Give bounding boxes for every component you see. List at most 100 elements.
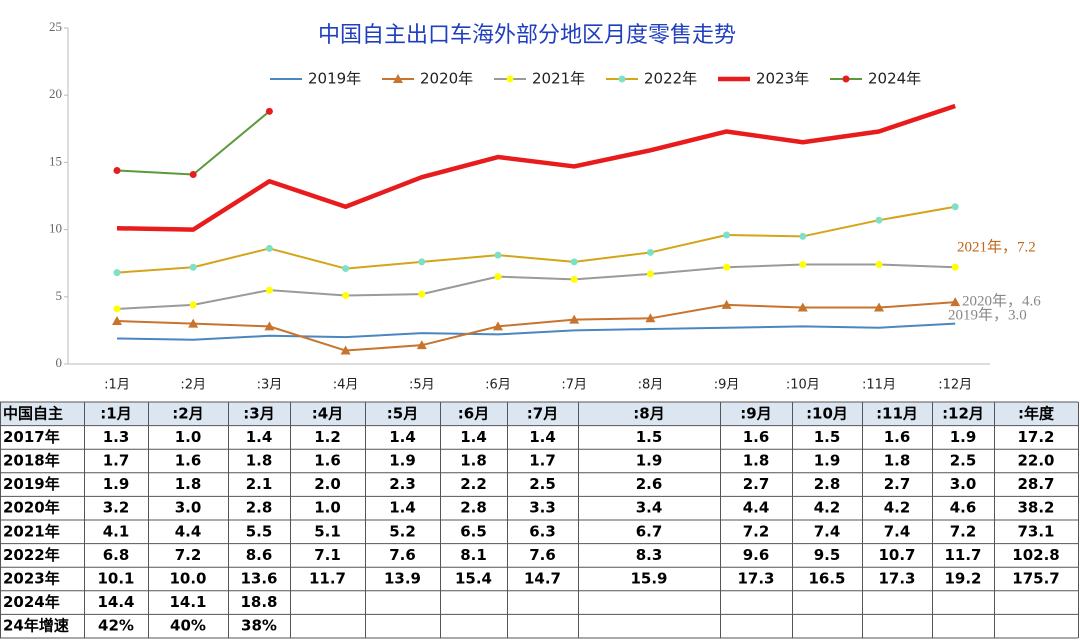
table-cell: 5.5 bbox=[246, 522, 273, 540]
table-cell: 2.5 bbox=[950, 452, 977, 470]
table-header: :7月 bbox=[527, 404, 558, 422]
x-tick-label: :4月 bbox=[333, 378, 359, 393]
table-cell: 24年增速 bbox=[3, 617, 69, 635]
point bbox=[418, 258, 426, 266]
table-header: :年度 bbox=[1018, 404, 1055, 422]
point bbox=[721, 299, 732, 309]
table-header: :1月 bbox=[100, 404, 131, 422]
table-cell: 1.7 bbox=[529, 452, 556, 470]
table-cell: 10.0 bbox=[169, 570, 206, 588]
table-cell: 42% bbox=[98, 617, 134, 635]
point bbox=[416, 340, 427, 350]
legend-marker bbox=[618, 75, 626, 83]
legend-marker bbox=[506, 75, 514, 83]
point bbox=[113, 305, 121, 313]
table-cell: 3.2 bbox=[103, 499, 130, 517]
point bbox=[723, 231, 731, 239]
table-cell: 2021年 bbox=[3, 522, 60, 540]
table-cell: 1.4 bbox=[389, 428, 416, 446]
table-cell: 1.8 bbox=[743, 452, 770, 470]
point bbox=[189, 301, 197, 309]
table-header: :2月 bbox=[172, 404, 203, 422]
x-tick-label: :7月 bbox=[561, 378, 587, 393]
table-cell: 1.5 bbox=[636, 428, 663, 446]
table-cell: 8.3 bbox=[636, 546, 663, 564]
table-cell: 1.6 bbox=[314, 452, 341, 470]
x-tick-label: :9月 bbox=[714, 378, 740, 393]
table-cell: 40% bbox=[170, 617, 206, 635]
table-cell: 2020年 bbox=[3, 499, 60, 517]
table-cell: 7.6 bbox=[529, 546, 556, 564]
table-cell: 1.9 bbox=[389, 452, 416, 470]
table-cell: 5.2 bbox=[389, 522, 416, 540]
point bbox=[264, 321, 275, 331]
table-cell: 4.1 bbox=[103, 522, 130, 540]
table-cell: 2018年 bbox=[3, 452, 60, 470]
table-cell: 2.5 bbox=[529, 475, 556, 493]
table-cell: 17.2 bbox=[1017, 428, 1054, 446]
x-tick-label: :11月 bbox=[862, 378, 896, 393]
point bbox=[494, 251, 502, 259]
point bbox=[645, 313, 656, 323]
table-cell: 2.0 bbox=[314, 475, 341, 493]
table-cell: 102.8 bbox=[1012, 546, 1059, 564]
x-tick-label: :12月 bbox=[938, 378, 972, 393]
table-cell: 3.3 bbox=[529, 499, 556, 517]
table-header: :5月 bbox=[387, 404, 418, 422]
point bbox=[265, 244, 273, 252]
table-cell: 28.7 bbox=[1017, 475, 1054, 493]
table-cell: 4.2 bbox=[814, 499, 841, 517]
table-cell: 22.0 bbox=[1017, 452, 1054, 470]
table-cell: 1.8 bbox=[884, 452, 911, 470]
point bbox=[340, 345, 351, 355]
table-cell: 38% bbox=[241, 617, 277, 635]
point bbox=[874, 302, 884, 312]
table-cell: 1.4 bbox=[389, 499, 416, 517]
point bbox=[342, 265, 350, 273]
table-header: :11月 bbox=[876, 404, 918, 422]
x-tick-label: :10月 bbox=[786, 378, 820, 393]
table-cell: 2.7 bbox=[884, 475, 911, 493]
table-cell: 15.9 bbox=[630, 570, 667, 588]
table-cell: 1.4 bbox=[246, 428, 273, 446]
table-cell: 14.7 bbox=[524, 570, 561, 588]
table-cell: 16.5 bbox=[808, 570, 845, 588]
point bbox=[265, 107, 273, 115]
annotation: 2019年，3.0 bbox=[948, 306, 1027, 323]
table-cell: 38.2 bbox=[1017, 499, 1054, 517]
table-cell: 8.1 bbox=[460, 546, 487, 564]
table-cell: 4.2 bbox=[884, 499, 911, 517]
table-cell: 13.9 bbox=[384, 570, 421, 588]
point bbox=[799, 232, 807, 240]
point bbox=[113, 166, 121, 174]
x-tick-label: :8月 bbox=[638, 378, 664, 393]
table-cell: 1.2 bbox=[314, 428, 341, 446]
table-cell: 7.4 bbox=[814, 522, 841, 540]
table-cell: 1.9 bbox=[636, 452, 663, 470]
table-cell: 4.6 bbox=[950, 499, 977, 517]
point bbox=[493, 321, 503, 331]
table-cell: 2.7 bbox=[743, 475, 770, 493]
point bbox=[113, 269, 121, 277]
table-cell: 19.2 bbox=[944, 570, 981, 588]
table-cell: 2.8 bbox=[814, 475, 841, 493]
point bbox=[189, 263, 197, 271]
point bbox=[569, 314, 580, 324]
annotation: 2021年，7.2 bbox=[957, 238, 1036, 255]
point bbox=[112, 315, 122, 325]
legend-label: 2021年 bbox=[532, 70, 585, 88]
table-header: :3月 bbox=[243, 404, 274, 422]
table-cell: 3.0 bbox=[175, 499, 202, 517]
table-header: :12月 bbox=[942, 404, 984, 422]
table-cell: 13.6 bbox=[240, 570, 277, 588]
x-tick-label: :6月 bbox=[485, 378, 511, 393]
table-cell: 1.6 bbox=[743, 428, 770, 446]
point bbox=[188, 318, 199, 328]
series-line bbox=[116, 322, 956, 341]
table-cell: 7.4 bbox=[884, 522, 911, 540]
table-cell: 7.2 bbox=[950, 522, 977, 540]
y-tick-label: 10 bbox=[49, 221, 62, 236]
table-cell: 7.6 bbox=[389, 546, 416, 564]
legend-label: 2023年 bbox=[756, 70, 809, 88]
